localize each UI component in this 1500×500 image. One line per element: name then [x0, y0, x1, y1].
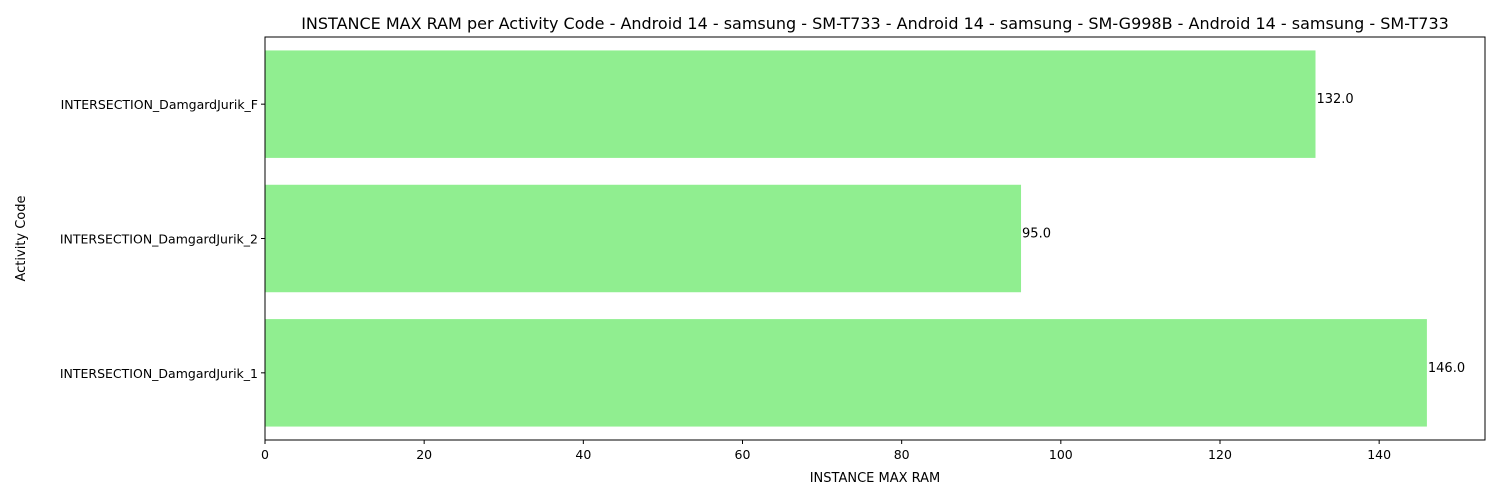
- x-tick-label: 20: [416, 447, 432, 462]
- bar: [265, 319, 1427, 427]
- x-tick-label: 60: [735, 447, 751, 462]
- y-tick-label: INTERSECTION_DamgardJurik_1: [60, 366, 258, 381]
- bar-value-label: 146.0: [1428, 361, 1465, 376]
- x-tick-label: 80: [894, 447, 910, 462]
- x-tick-label: 120: [1208, 447, 1232, 462]
- y-axis-ticks: INTERSECTION_DamgardJurik_1 INTERSECTION_…: [60, 97, 265, 381]
- bars-group: 146.0 95.0 132.0: [265, 50, 1465, 427]
- plot-frame: [264, 36, 1486, 441]
- bar-value-label: 95.0: [1022, 227, 1051, 242]
- x-tick-label: 100: [1049, 447, 1073, 462]
- chart-title: INSTANCE MAX RAM per Activity Code - And…: [301, 14, 1449, 33]
- bar-value-label: 132.0: [1316, 92, 1353, 107]
- x-tick-label: 140: [1367, 447, 1391, 462]
- bar: [265, 50, 1316, 158]
- x-tick-label: 40: [575, 447, 591, 462]
- bar: [265, 184, 1022, 293]
- x-axis-ticks: 0 20 40 60 80 100 120 140: [261, 440, 1391, 462]
- y-tick-label: INTERSECTION_DamgardJurik_2: [60, 232, 258, 247]
- x-tick-label: 0: [261, 447, 269, 462]
- y-axis-label: Activity Code: [14, 195, 29, 281]
- x-axis-label: INSTANCE MAX RAM: [810, 471, 941, 486]
- y-tick-label: INTERSECTION_DamgardJurik_F: [61, 97, 258, 112]
